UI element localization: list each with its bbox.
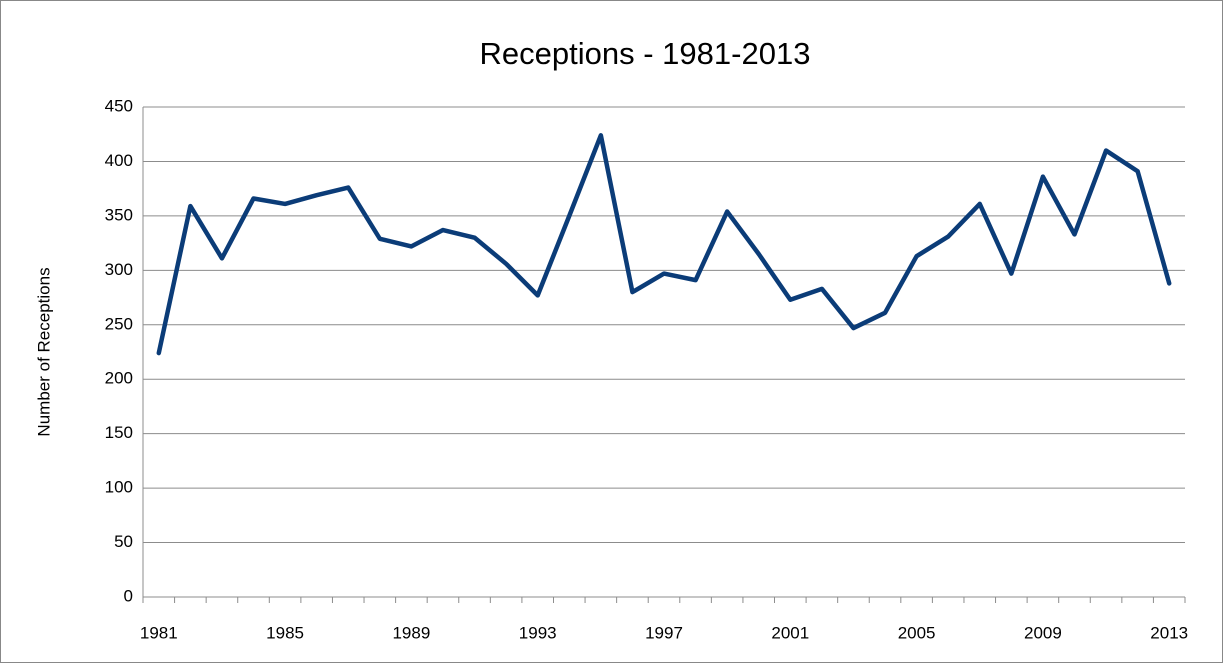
chart-title: Receptions - 1981-2013 xyxy=(480,36,811,71)
y-tick-label: 250 xyxy=(105,314,133,333)
x-tick-label: 1993 xyxy=(519,623,557,642)
data-line xyxy=(156,133,1172,356)
x-tick-label: 1997 xyxy=(645,623,683,642)
x-tick-label: 1985 xyxy=(266,623,304,642)
y-tick-label: 100 xyxy=(105,478,133,497)
x-tick-label: 1989 xyxy=(392,623,430,642)
y-tick-label: 350 xyxy=(105,205,133,224)
x-tick-label: 2009 xyxy=(1024,623,1062,642)
y-tick-label: 0 xyxy=(124,586,133,605)
x-tick-label: 2001 xyxy=(771,623,809,642)
y-tick-label: 300 xyxy=(105,260,133,279)
y-tick-label: 200 xyxy=(105,369,133,388)
x-tick-label: 2005 xyxy=(898,623,936,642)
y-tick-label: 150 xyxy=(105,423,133,442)
y-tick-label: 400 xyxy=(105,151,133,170)
y-tick-label: 450 xyxy=(105,96,133,115)
x-tick-label: 1981 xyxy=(140,623,178,642)
y-tick-label: 50 xyxy=(114,532,133,551)
y-axis-label: Number of Receptions xyxy=(34,267,53,436)
x-tick-label: 2013 xyxy=(1150,623,1188,642)
